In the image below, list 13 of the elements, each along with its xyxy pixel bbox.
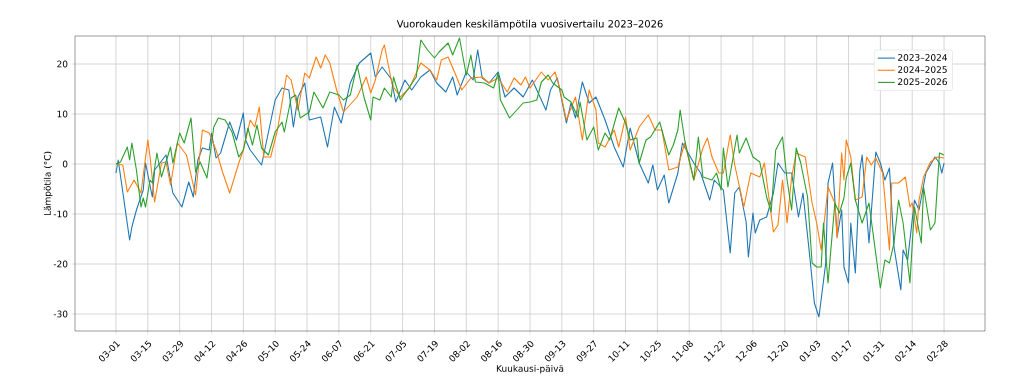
chart-title: Vuorokauden keskilämpötila vuosivertailu 2023–2026 [396, 19, 663, 30]
line-series [115, 44, 945, 251]
y-axis-title: Lämpötila (°C) [43, 151, 53, 216]
legend-label: 2024–2025 [898, 66, 947, 73]
y-tick-label: -10 [53, 210, 68, 218]
legend-label: 2023–2024 [898, 54, 948, 61]
y-tick-label: -30 [53, 310, 68, 318]
legend-label: 2025–2026 [898, 78, 947, 86]
y-tick-label: -20 [53, 260, 68, 268]
y-tick-label: 20 [57, 60, 68, 68]
y-tick-label: 0 [62, 160, 68, 168]
x-axis-title: Kuukausi-päivä [496, 364, 564, 374]
y-tick-label: 10 [57, 110, 68, 118]
